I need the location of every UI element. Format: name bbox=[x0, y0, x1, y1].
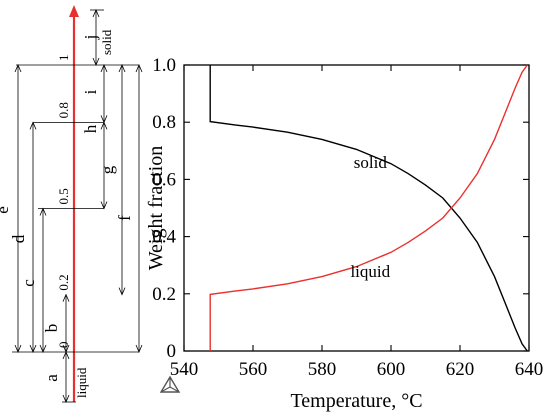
dimension-arrowhead bbox=[29, 344, 37, 354]
segment-label-i: i bbox=[81, 89, 100, 94]
y-tick-label: 0.2 bbox=[152, 284, 176, 305]
plot-frame bbox=[183, 64, 530, 352]
x-tick-label: 620 bbox=[446, 359, 475, 380]
dimension-arrowhead bbox=[92, 57, 100, 67]
y-tick-label: 0.4 bbox=[152, 227, 176, 248]
scale-tick-label: 0.2 bbox=[56, 274, 71, 290]
segment-label-f: f bbox=[115, 215, 134, 221]
curve-label-liquid: liquid bbox=[350, 262, 390, 281]
segment-label-j: j bbox=[81, 35, 100, 41]
dimension-arrowhead bbox=[100, 63, 108, 73]
y-axis-label: Weight fraction bbox=[145, 146, 167, 270]
x-tick-label: 640 bbox=[515, 359, 544, 380]
dimension-arrowhead bbox=[135, 63, 143, 73]
y-tick-label: 0.6 bbox=[152, 169, 176, 190]
thermocalc-logo-icon bbox=[159, 375, 181, 393]
x-tick-label: 580 bbox=[308, 359, 337, 380]
phase-label-solid: solid bbox=[99, 29, 114, 55]
x-tick-label: 560 bbox=[239, 359, 268, 380]
phase-label-liquid: liquid bbox=[74, 367, 89, 398]
series-line-solid bbox=[209, 65, 528, 352]
dimension-arrowhead bbox=[135, 344, 143, 354]
dimension-arrowhead bbox=[14, 63, 22, 73]
dimension-arrowhead bbox=[62, 350, 70, 360]
x-tick-label: 540 bbox=[170, 359, 199, 380]
dimension-arrowhead bbox=[29, 121, 37, 130]
scale-tick-label: 0.8 bbox=[56, 102, 71, 118]
dimension-arrowhead bbox=[62, 293, 70, 302]
y-tick-label: 0 bbox=[167, 341, 177, 362]
dimension-arrowhead bbox=[39, 344, 47, 354]
segment-label-c: c bbox=[19, 279, 38, 287]
segment-label-e: e bbox=[0, 206, 12, 214]
dimension-arrowhead bbox=[118, 287, 126, 296]
dimension-arrowhead bbox=[100, 201, 108, 210]
series-line-liquid bbox=[209, 64, 528, 351]
segment-label-b: b bbox=[42, 324, 61, 333]
segment-label-g: g bbox=[98, 165, 117, 174]
dimension-arrowhead bbox=[100, 115, 108, 124]
segment-label-d: d bbox=[9, 234, 28, 243]
x-axis-label: Temperature, °C bbox=[290, 390, 422, 412]
y-tick-label: 1.0 bbox=[152, 55, 176, 76]
segment-label-h: h bbox=[81, 124, 100, 133]
y-tick-label: 0.8 bbox=[152, 112, 176, 133]
curve-label-solid: solid bbox=[354, 153, 388, 172]
x-tick-label: 600 bbox=[377, 359, 406, 380]
weight-fraction-chart: 540 560 580 600 620 640 0 0.2 0.4 0.6 0.8 1.0 Temper… bbox=[145, 55, 543, 412]
scale-axis-arrowhead bbox=[69, 5, 79, 17]
scale-tick-label: 0 bbox=[56, 342, 71, 349]
segment-label-a: a bbox=[42, 374, 61, 382]
scale-bar-diagram: 0 0.2 0.5 0.8 1 a b c d e f g h i j liquid solid bbox=[0, 5, 143, 404]
scale-tick-label: 1 bbox=[56, 55, 71, 62]
dimension-arrowhead bbox=[14, 344, 22, 354]
dimension-arrowhead bbox=[39, 207, 47, 216]
dimension-arrowhead bbox=[118, 63, 126, 73]
scale-tick-label: 0.5 bbox=[56, 188, 71, 204]
